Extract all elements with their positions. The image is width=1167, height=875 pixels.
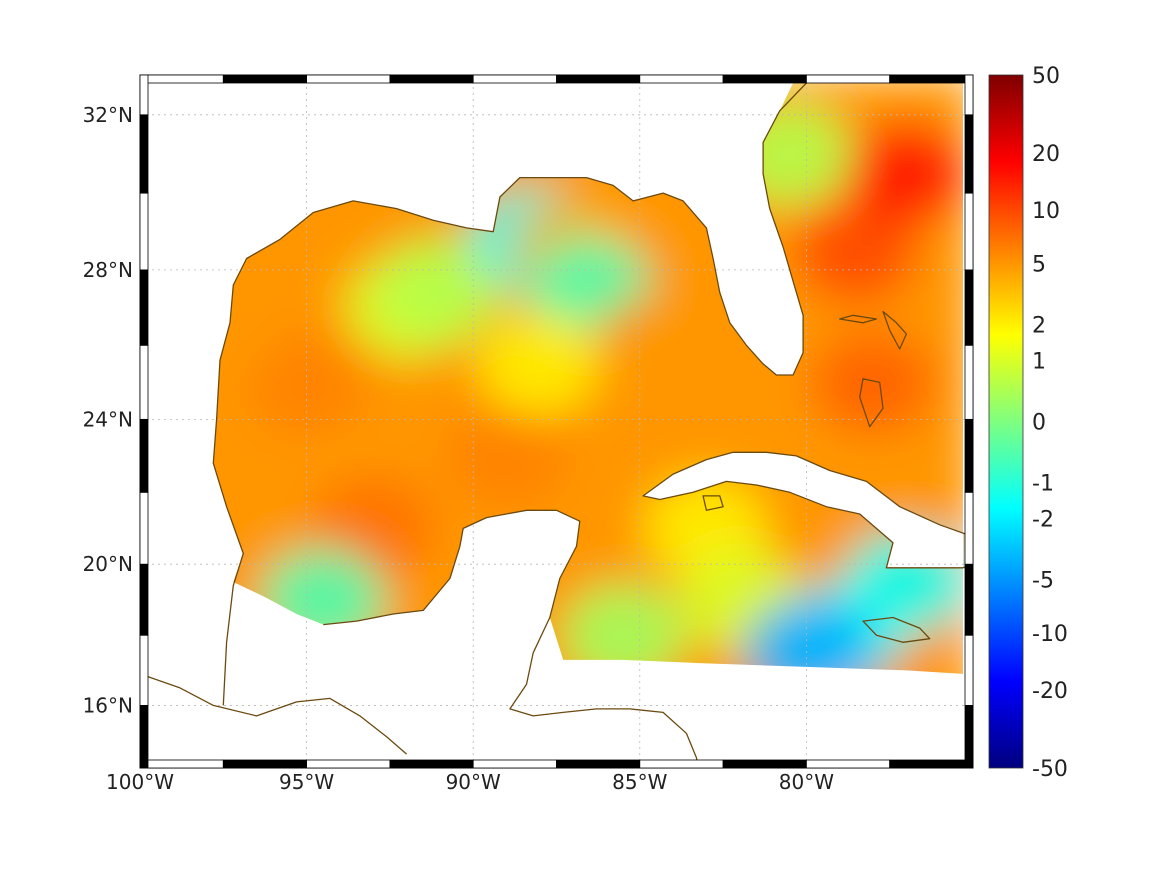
frame-segment: [806, 759, 891, 769]
longitude-tick-label: 90°W: [446, 770, 501, 794]
frame-segment: [139, 491, 149, 565]
frame-segment: [806, 74, 891, 84]
colorbar-tick-label: 20: [1032, 142, 1060, 167]
frame-segment: [889, 759, 974, 769]
frame-segment: [139, 418, 149, 493]
frame-segment: [139, 705, 149, 769]
longitude-tick-label: 95°W: [279, 770, 334, 794]
field-anomaly: [811, 330, 936, 435]
latitude-tick-label: 24°N: [83, 407, 133, 431]
colorbar-tick-label: 5: [1032, 253, 1046, 278]
frame-segment: [964, 563, 974, 636]
colorbar-tick-label: -5: [1032, 568, 1054, 593]
coastline: [148, 83, 965, 760]
field-anomaly: [444, 403, 569, 508]
longitude-tick-label: 80°W: [779, 770, 834, 794]
frame-segment: [389, 74, 474, 84]
frame-segment: [139, 74, 149, 116]
frame-segment: [964, 491, 974, 565]
frame-segment: [639, 74, 724, 84]
frame-segment: [722, 74, 807, 84]
frame-segment: [139, 563, 149, 636]
frame-segment: [139, 74, 224, 84]
abaco-coastline: [882, 310, 908, 350]
colorbar-tick-label: 1: [1032, 349, 1046, 374]
yucatan-coastline: [323, 509, 698, 760]
frame-segment: [389, 759, 474, 769]
field-anomaly: [377, 236, 502, 341]
jamaica-coastline: [862, 616, 931, 643]
frame-segment: [139, 114, 149, 194]
frame-segment: [556, 759, 641, 769]
frame-segment: [964, 634, 974, 706]
frame-segment: [964, 74, 974, 116]
frame-segment: [722, 759, 807, 769]
gulf-coastline: [212, 83, 808, 706]
colorbar-tick-label: -50: [1032, 757, 1068, 782]
frame-segment: [472, 759, 557, 769]
grand-bahama-coastline: [839, 314, 878, 324]
frame-segment: [556, 74, 641, 84]
map-panel: 100°W 95°W 90°W 85°W 80°W 32°N 28°N 24°N 20°N 16…: [83, 74, 974, 794]
andros-coastline: [859, 378, 884, 428]
isle-of-youth-coastline: [702, 495, 724, 511]
longitude-tick-label: 100°W: [106, 770, 174, 794]
frame-segment: [222, 74, 308, 84]
graticule: [148, 83, 965, 760]
frame-segment: [306, 74, 391, 84]
frame-segment: [639, 759, 724, 769]
colorbar-tick-label: -10: [1032, 622, 1068, 647]
colorbar-tick-label: 10: [1032, 199, 1060, 224]
colorbar-tick-label: -20: [1032, 679, 1068, 704]
colorbar-tick-label: -1: [1032, 472, 1054, 497]
frame-segment: [139, 192, 149, 271]
latitude-tick-label: 20°N: [83, 552, 133, 576]
frame-segment: [472, 74, 557, 84]
field-anomaly: [794, 198, 919, 303]
cuba-coastline: [642, 451, 965, 569]
frame-segment: [139, 269, 149, 346]
frame-segment: [222, 759, 308, 769]
field-anomaly: [477, 311, 602, 416]
frame-segment: [139, 759, 224, 769]
latitude-tick-label: 32°N: [83, 103, 133, 127]
latitude-tick-label: 28°N: [83, 258, 133, 282]
field-anomaly: [844, 121, 965, 226]
frame-segment: [139, 344, 149, 420]
map-frame: [139, 74, 974, 769]
frame-segment: [964, 418, 974, 493]
latitude-tick-label: 16°N: [83, 693, 133, 717]
longitude-tick-labels: 100°W 95°W 90°W 85°W 80°W: [106, 770, 834, 794]
frame-segment: [964, 344, 974, 420]
longitude-tick-label: 85°W: [612, 770, 667, 794]
frame-segment: [964, 192, 974, 271]
colorbar-tick-label: -2: [1032, 507, 1054, 532]
pacific-coastline: [148, 676, 408, 755]
frame-segment: [964, 114, 974, 194]
frame-segment: [964, 269, 974, 346]
colorbar-tick-label: 2: [1032, 314, 1046, 339]
latitude-tick-labels: 32°N 28°N 24°N 20°N 16°N: [83, 103, 133, 718]
colorbar-tick-label: 50: [1032, 64, 1060, 89]
frame-segment: [889, 74, 974, 84]
frame-segment: [306, 759, 391, 769]
colorbar-scale: [988, 74, 1024, 769]
colorbar-tick-label: 0: [1032, 411, 1046, 436]
frame-segment: [964, 705, 974, 769]
frame-segment: [139, 634, 149, 706]
